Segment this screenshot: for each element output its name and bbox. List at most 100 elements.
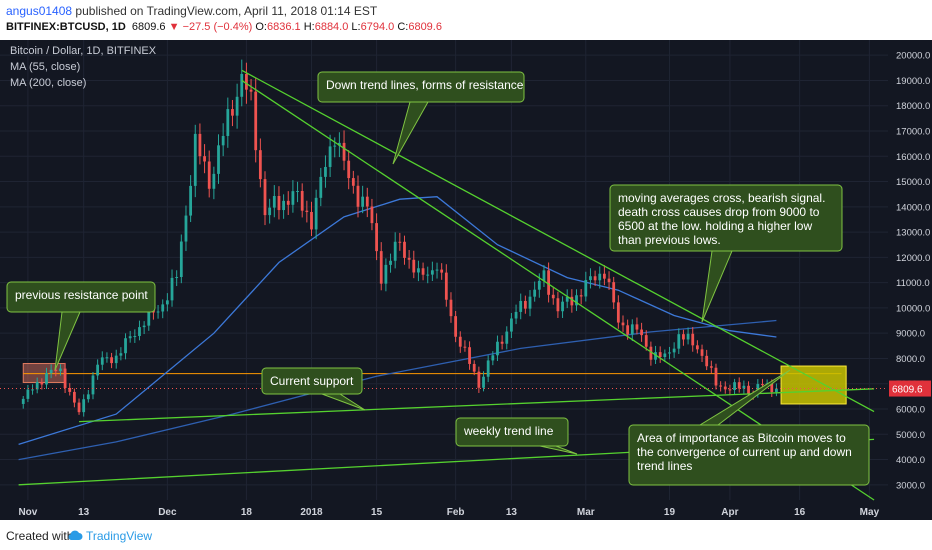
candle-body [272, 195, 276, 208]
candle-body [737, 382, 741, 389]
callout-pointer [701, 250, 733, 323]
candle-body [356, 185, 360, 207]
ma55-line [18, 196, 777, 446]
y-tick-label: 9000.0 [896, 329, 925, 340]
candle-body [672, 348, 676, 353]
candle-body [654, 352, 657, 360]
candle-body [258, 150, 262, 180]
candle-body [621, 322, 625, 326]
candle-body [254, 91, 258, 151]
candle-body [96, 364, 100, 376]
candle-body [542, 270, 546, 281]
author-link[interactable]: angus01408 [6, 4, 73, 18]
candle-body [282, 200, 285, 211]
candle-body [556, 298, 560, 312]
price-chart[interactable]: Nov 13 Dec 18 2018 15 Feb 13 Mar 19 Apr 16 May 20000.… [0, 40, 932, 520]
candle-body [630, 324, 634, 335]
candle-body [500, 341, 504, 344]
candle-body [337, 142, 341, 146]
y-tick-label: 11000.0 [896, 278, 930, 289]
footer: Created with TradingView [0, 520, 932, 550]
candle-body [161, 304, 165, 312]
annotation-text: previous resistance point [15, 288, 148, 302]
candle-body [719, 385, 723, 387]
callout-pointer [321, 393, 366, 411]
candle-body [235, 96, 239, 116]
candle-body [514, 311, 518, 319]
candle-body [616, 302, 620, 323]
candle-body [240, 73, 244, 97]
last-price-tag-label: 6809.6 [892, 385, 923, 396]
y-tick-label: 16000.0 [896, 152, 930, 163]
candle-body [351, 178, 355, 186]
y-tick-label: 15000.0 [896, 177, 930, 188]
candle-body [133, 336, 137, 338]
price-change: −27.5 (−0.4%) [182, 21, 253, 33]
candle-body [361, 196, 365, 207]
annotation-text: Down trend lines, forms of resistance [326, 78, 524, 92]
ma55-legend[interactable]: MA (55, close) [10, 61, 81, 73]
candle-body [682, 334, 685, 340]
candle-body [231, 109, 234, 116]
candle-body [105, 357, 109, 359]
candle-body [221, 135, 225, 146]
candle-body [296, 191, 299, 193]
candle-body [612, 282, 616, 303]
resistance-box [22, 363, 66, 383]
candle-body [286, 200, 290, 205]
candle-body [128, 336, 132, 339]
candle-body [454, 316, 458, 337]
callout-box [628, 424, 870, 486]
y-tick-label: 12000.0 [896, 253, 930, 264]
candle-body [584, 280, 588, 297]
candle-body [217, 145, 220, 174]
candle-body [565, 296, 569, 302]
candle-body [640, 329, 643, 336]
candle-body [45, 373, 48, 385]
candle-body [770, 383, 774, 393]
candle-body [21, 398, 25, 404]
candle-body [472, 363, 476, 372]
candle-body [138, 327, 141, 337]
x-tick-label: 13 [78, 507, 90, 518]
created-with-text: Created with [6, 529, 74, 543]
x-tick-label: Nov [18, 507, 37, 518]
publish-line: angus01408 published on TradingView.com,… [6, 4, 377, 18]
candle-body [482, 376, 485, 388]
candle-body [212, 173, 216, 189]
tradingview-brand[interactable]: TradingView [86, 529, 153, 543]
x-tick-label: 13 [506, 507, 518, 518]
candle-body [435, 269, 439, 271]
candle-body [728, 389, 732, 391]
candle-body [747, 385, 750, 394]
candle-body [203, 156, 206, 162]
chart-pane[interactable]: Nov 13 Dec 18 2018 15 Feb 13 Mar 19 Apr 16 May 20000.… [0, 40, 932, 520]
candle-body [533, 289, 537, 297]
candle-body [263, 179, 267, 216]
low-label: L: [351, 21, 361, 33]
candle-body [440, 269, 444, 273]
candle-body [82, 399, 86, 413]
ma200-legend[interactable]: MA (200, close) [10, 77, 87, 89]
candle-body [35, 382, 39, 390]
candle-body [412, 259, 416, 273]
candle-body [444, 272, 448, 300]
callout-box [317, 71, 525, 103]
x-tick-label: Apr [721, 507, 738, 518]
candle-body [72, 391, 76, 403]
candle-body [523, 300, 527, 309]
candle-body [603, 273, 606, 279]
y-tick-label: 6000.0 [896, 405, 925, 416]
candle-body [291, 191, 295, 205]
y-tick-label: 10000.0 [896, 303, 930, 314]
candle-body [198, 133, 202, 157]
candle-body [156, 311, 160, 313]
candle-body [686, 333, 690, 340]
annotation-text: Current support [270, 374, 354, 388]
y-tick-label: 5000.0 [896, 430, 925, 441]
candle-body [119, 353, 123, 356]
candle-body [142, 325, 146, 328]
candle-body [705, 355, 709, 367]
annotation-text: the convergence of current up and down [637, 445, 852, 459]
candle-body [775, 388, 778, 393]
